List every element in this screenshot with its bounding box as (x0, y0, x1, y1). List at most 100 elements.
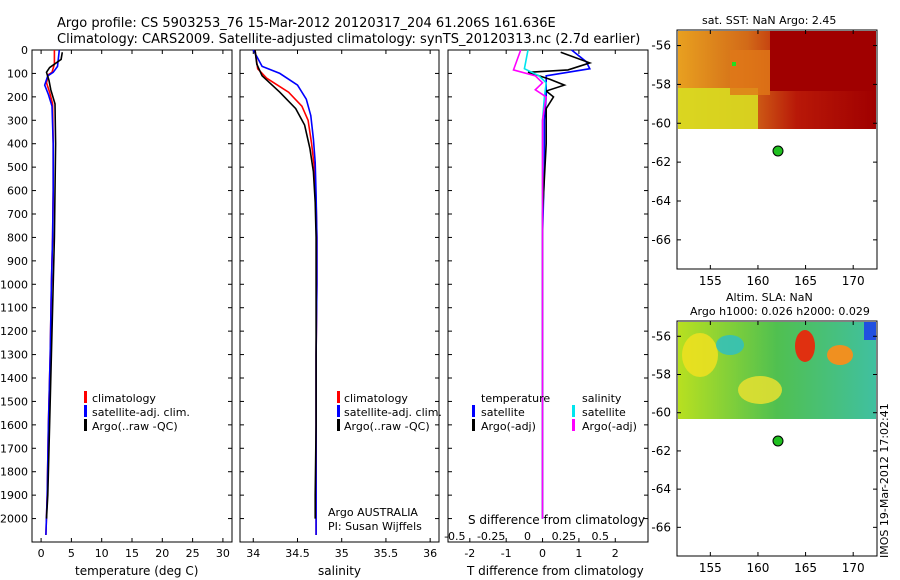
x-tick-label: 35.5 (374, 547, 399, 560)
legend-label-argo: Argo(..raw -QC) (92, 420, 178, 433)
sst-map-title: sat. SST: NaN Argo: 2.45 (702, 14, 836, 27)
x-tick-label: 155 (699, 561, 722, 575)
sst-heatmap (678, 31, 876, 129)
legend-label-temp-argo: Argo(-adj) (481, 420, 536, 433)
difference-legend: temperature salinity satellite Argo(-adj… (472, 392, 637, 433)
legend-swatch-argo (337, 419, 340, 431)
y-tick-label: -56 (651, 329, 671, 343)
legend-swatch-temp-argo (472, 419, 475, 431)
y-tick-label: 2000 (0, 513, 28, 526)
difference-profile-lines (512, 49, 593, 519)
legend-label-satellite-adj: satellite-adj. clim. (92, 406, 190, 419)
salinity-axes: 34 34.5 35 35.5 36 (240, 49, 439, 560)
series-line (45, 52, 64, 519)
x-tick-label: 5 (68, 547, 75, 560)
x-tick-label: 34.5 (285, 547, 310, 560)
y-tick-label: 1900 (0, 489, 28, 502)
y-tick-label: 400 (7, 138, 28, 151)
x-tick-label: 160 (746, 274, 769, 288)
argo-program-label: Argo AUSTRALIA (328, 506, 418, 519)
sla-map-subtitle: Argo h1000: 0.026 h2000: 0.029 (690, 305, 870, 318)
salinity-profile-lines (252, 49, 318, 535)
x-top-tick-label: -0.25 (477, 530, 505, 543)
y-tick-label: -56 (651, 39, 671, 53)
y-tick-label: -64 (651, 482, 671, 496)
x-top-tick-label: 0.5 (592, 530, 610, 543)
sla-cyan-blob (716, 335, 744, 355)
y-tick-label: -64 (651, 194, 671, 208)
y-tick-label: -60 (651, 406, 671, 420)
x-top-tick-label: -0.5 (444, 530, 465, 543)
x-tick-label: 165 (794, 274, 817, 288)
difference-xlabel-bottom: T difference from climatology (466, 564, 644, 578)
sst-map-axes: 155 160 165 170 -56 -58 -60 -62 -64 -66 (651, 30, 877, 288)
salinity-legend: climatology satellite-adj. clim. Argo(..… (337, 391, 442, 433)
x-tick-label: 0 (539, 547, 546, 560)
series-line (43, 49, 61, 536)
x-tick-label: 34 (246, 547, 260, 560)
y-tick-label: 1400 (0, 372, 28, 385)
sla-blue-corner (864, 322, 876, 340)
argo-pi-label: PI: Susan Wijffels (328, 520, 422, 533)
legend-label-sal-argo: Argo(-adj) (582, 420, 637, 433)
sla-heatmap (678, 322, 876, 419)
series-line (512, 49, 548, 519)
legend-title-salinity: salinity (582, 392, 622, 405)
y-tick-label: -60 (651, 116, 671, 130)
sla-red-blob (795, 330, 815, 362)
legend-label-sal-satellite: satellite (582, 406, 626, 419)
series-line (541, 49, 592, 519)
x-tick-label: 10 (95, 547, 109, 560)
legend-label-satellite-adj: satellite-adj. clim. (344, 406, 442, 419)
y-tick-label: 0 (21, 44, 28, 57)
figure-title-line1: Argo profile: CS 5903253_76 15-Mar-2012 … (57, 16, 556, 31)
x-tick-label: 30 (216, 547, 230, 560)
x-top-tick-label: 0.25 (552, 530, 577, 543)
x-tick-label: 2 (612, 547, 619, 560)
x-tick-label: 155 (699, 274, 722, 288)
temperature-legend: climatology satellite-adj. clim. Argo(..… (84, 391, 190, 433)
legend-swatch-temp-satellite (472, 405, 475, 417)
legend-label-argo: Argo(..raw -QC) (344, 420, 430, 433)
y-tick-label: 1000 (0, 278, 28, 291)
sla-orange-blob (827, 345, 853, 365)
legend-label-climatology: climatology (344, 392, 408, 405)
series-line (252, 49, 318, 535)
y-tick-label: -62 (651, 155, 671, 169)
legend-swatch-satellite-adj (84, 405, 87, 417)
x-top-tick-label: 0 (524, 530, 531, 543)
y-tick-label: -58 (651, 77, 671, 91)
x-tick-label: 165 (794, 561, 817, 575)
legend-label-climatology: climatology (92, 392, 156, 405)
y-tick-label: -66 (651, 520, 671, 534)
legend-label-temp-satellite: satellite (481, 406, 525, 419)
y-tick-label: 300 (7, 114, 28, 127)
legend-title-temperature: temperature (481, 392, 550, 405)
sla-yellow-blob (682, 333, 718, 377)
sst-argo-position-marker (772, 145, 784, 157)
legend-swatch-satellite-adj (337, 405, 340, 417)
sla-map-title: Altim. SLA: NaN (726, 291, 813, 304)
series-line (527, 51, 593, 519)
legend-swatch-argo (84, 419, 87, 431)
temperature-axes: 0100200300400500600700800900100011001200… (0, 44, 232, 560)
temperature-xlabel: temperature (deg C) (75, 564, 198, 578)
legend-swatch-climatology (84, 391, 87, 403)
x-tick-label: 170 (842, 561, 865, 575)
x-tick-label: 0 (38, 547, 45, 560)
y-tick-label: 700 (7, 208, 28, 221)
x-tick-label: 15 (125, 547, 139, 560)
legend-swatch-sal-argo (572, 419, 575, 431)
x-tick-label: 1 (575, 547, 582, 560)
sst-map-frame (676, 29, 878, 270)
y-tick-label: 1500 (0, 395, 28, 408)
y-tick-label: 1700 (0, 442, 28, 455)
y-tick-label: -66 (651, 233, 671, 247)
salinity-xlabel: salinity (318, 564, 361, 578)
y-tick-label: 1100 (0, 302, 28, 315)
sst-green-pixel (732, 62, 736, 66)
x-tick-label: 25 (186, 547, 200, 560)
x-tick-label: 36 (423, 547, 437, 560)
series-line (254, 49, 318, 535)
